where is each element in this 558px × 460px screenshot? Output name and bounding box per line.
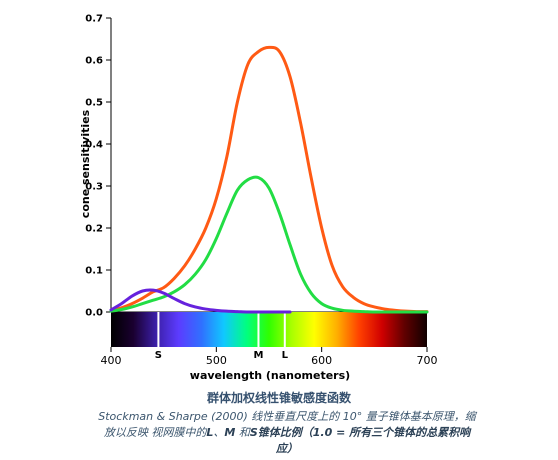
cone-marker-label-s: S (155, 350, 162, 361)
cone-sensitivity-chart: 0.0 0.1 0.2 0.3 0.4 0.5 0.6 0.7 S M L 400 500 600 70… (79, 14, 438, 383)
caption-cone-l: L (206, 426, 214, 439)
y-axis-label: cone sensitivities (79, 109, 92, 218)
x-axis-ticks: 400 500 600 700 (101, 347, 438, 367)
x-axis-label: wavelength (nanometers) (190, 369, 350, 382)
cone-marker-label-l: L (282, 350, 289, 361)
s-cone-curve (109, 288, 292, 314)
x-tick-label: 700 (417, 354, 438, 367)
y-tick-label: 0.0 (85, 308, 103, 319)
series-group (109, 45, 429, 314)
caption-title: 群体加权线性锥敏感度函数 (206, 391, 351, 405)
m-cone-curve (109, 175, 429, 314)
y-tick-label: 0.2 (85, 224, 103, 235)
x-tick-label: 400 (101, 354, 122, 367)
caption-cone-m: M (224, 426, 236, 439)
x-tick-label: 600 (311, 354, 332, 367)
caption-line2-prefix: 放以反映 视网膜中的 (103, 426, 207, 439)
y-tick-label: 0.7 (85, 14, 103, 25)
caption-body: Stockman & Sharpe (2000) 线性垂直尺度上的 10° 量子… (98, 409, 476, 457)
caption-cone-s: S (249, 426, 258, 439)
caption-bold-part: 锥体比例（1.0 = 所有三个锥体的总累积响应） (257, 426, 471, 455)
y-tick-label: 0.1 (85, 266, 103, 277)
caption-sep: 、 (213, 426, 225, 439)
y-tick-label: 0.6 (85, 56, 103, 67)
y-tick-label: 0.5 (85, 98, 103, 109)
y-tick-label: 0.3 (85, 182, 103, 193)
cone-marker-label-m: M (253, 350, 263, 361)
l-cone-curve (109, 45, 429, 314)
caption-and: 和 (235, 426, 250, 439)
y-tick-label: 0.4 (85, 140, 103, 151)
x-tick-label: 500 (206, 354, 227, 367)
y-axis-ticks: 0.0 0.1 0.2 0.3 0.4 0.5 0.6 0.7 (85, 14, 111, 319)
spectrum-bar (111, 312, 427, 347)
caption-line1: Stockman & Sharpe (2000) 线性垂直尺度上的 10° 量子… (98, 410, 476, 423)
